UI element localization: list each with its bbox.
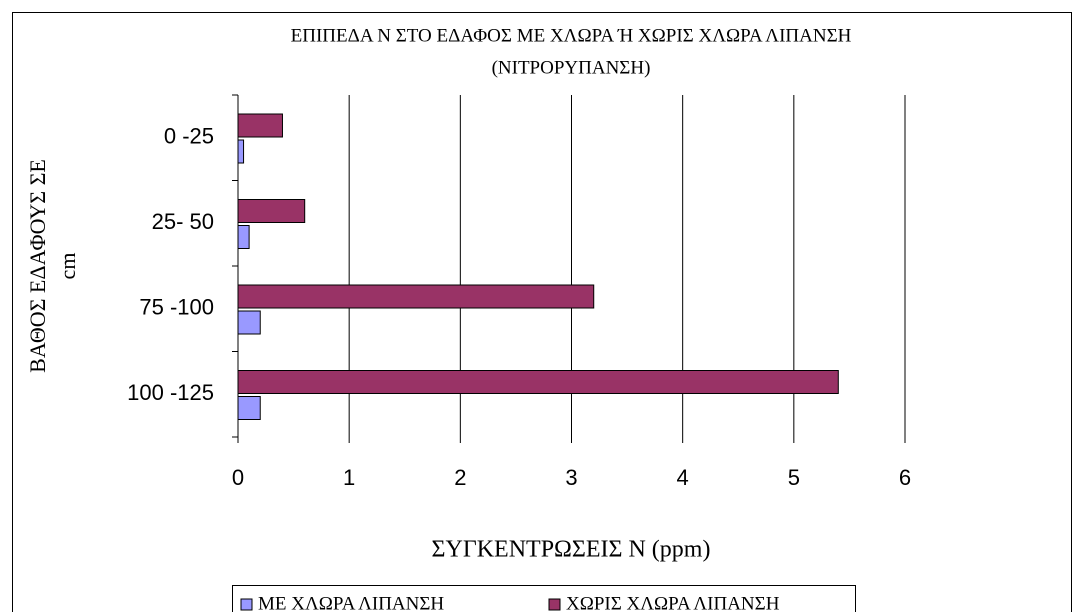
bar	[237, 225, 250, 249]
bar	[237, 139, 245, 164]
x-tick-label: 5	[788, 465, 800, 490]
legend-label: ΜΕ ΧΛΩΡΑ ΛΙΠΑΝΣΗ	[258, 593, 444, 612]
legend-box	[232, 585, 856, 612]
x-tick-label: 4	[677, 465, 689, 490]
bar	[237, 310, 261, 335]
bar	[237, 284, 595, 309]
legend-label: ΧΩΡΙΣ ΧΛΩΡΑ ΛΙΠΑΝΣΗ	[566, 593, 780, 612]
y-tick-label: 0 -25	[164, 124, 214, 149]
x-tick-label: 1	[343, 465, 355, 490]
x-tick-label: 0	[232, 465, 244, 490]
x-axis-title: ΣΥΓΚΕΝΤΡΩΣΕΙΣ Ν (ppm)	[432, 537, 711, 563]
x-tick-label: 3	[565, 465, 577, 490]
bar	[237, 113, 283, 138]
x-tick-label: 6	[899, 465, 911, 490]
y-tick-label: 100 -125	[127, 380, 214, 405]
bar	[237, 370, 839, 394]
y-tick-label: 75 -100	[139, 295, 214, 320]
bar	[237, 396, 261, 420]
legend-swatch	[548, 598, 561, 611]
chart-title: ΕΠΙΠΕΔΑ Ν ΣΤΟ ΕΔΑΦΟΣ ΜΕ ΧΛΩΡΑ Ή ΧΩΡΙΣ ΧΛ…	[291, 25, 852, 46]
legend-swatch	[240, 598, 253, 611]
chart-frame	[12, 12, 1072, 612]
bar	[237, 199, 306, 223]
y-tick-label: 25- 50	[152, 209, 214, 234]
y-axis-title: ΒΑΘΟΣ ΕΔΑΦΟΥΣ ΣΕ	[25, 159, 50, 373]
y-axis-title: cm	[55, 253, 80, 280]
x-tick-label: 2	[454, 465, 466, 490]
chart-title: (ΝΙΤΡΟΡΥΠΑΝΣΗ)	[492, 57, 651, 78]
